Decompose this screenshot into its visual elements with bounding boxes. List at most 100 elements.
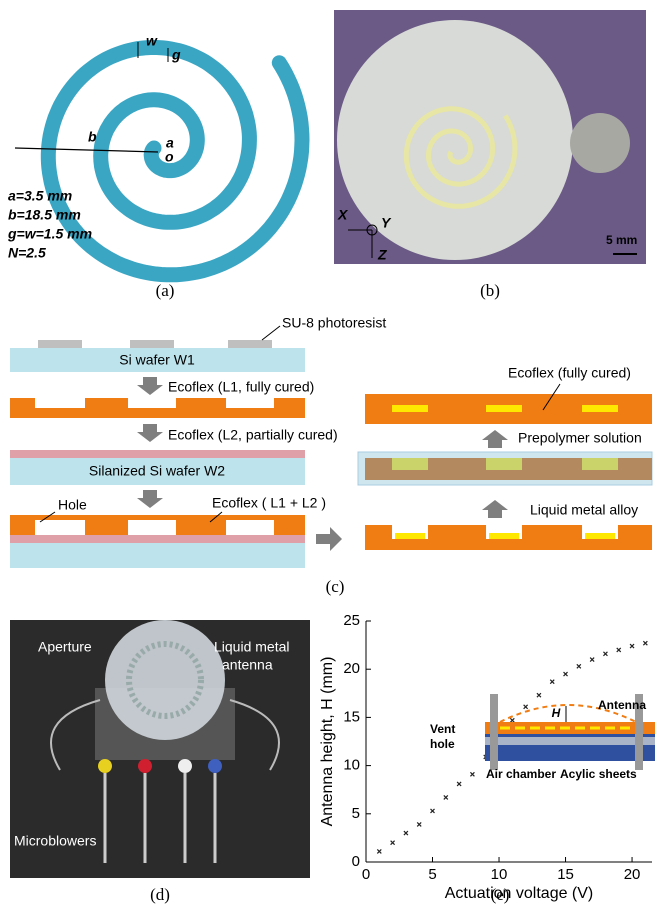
param: a=3.5 mm	[8, 188, 72, 204]
device	[105, 620, 225, 740]
label-g: g	[171, 47, 181, 63]
y-tick-label: 5	[352, 805, 360, 822]
point	[431, 809, 435, 813]
point	[577, 664, 581, 668]
label-b: b	[88, 129, 97, 145]
label-o: o	[165, 149, 174, 165]
hole	[128, 520, 176, 535]
x-tick-label: 10	[491, 866, 508, 883]
ecoflex-l2	[10, 535, 305, 543]
point	[617, 648, 621, 652]
point	[404, 831, 408, 835]
substrate	[337, 20, 573, 260]
point	[510, 718, 514, 722]
point	[457, 782, 461, 786]
inset-label: Antenna	[598, 698, 646, 712]
valve	[178, 759, 192, 773]
panel-label: (b)	[480, 281, 500, 300]
axis-label: X	[337, 207, 349, 223]
point	[550, 680, 554, 684]
point	[643, 641, 647, 645]
step-text: Liquid metal alloy	[530, 502, 638, 518]
y-tick-label: 10	[343, 757, 360, 774]
coin	[570, 113, 630, 173]
hole	[35, 520, 85, 535]
photoresist	[38, 340, 82, 348]
dimension-b	[15, 148, 158, 152]
y-tick-label: 25	[343, 612, 360, 629]
y-tick-label: 15	[343, 708, 360, 725]
wafer	[10, 543, 305, 568]
param: g=w=1.5 mm	[7, 226, 92, 242]
post	[490, 694, 498, 770]
param: b=18.5 mm	[8, 207, 81, 223]
panel-label: (c)	[326, 577, 345, 596]
panel-d: Aperture Liquid metal antenna Microblowe…	[10, 620, 310, 904]
point	[391, 841, 395, 845]
panel-label: (d)	[150, 885, 170, 904]
point	[524, 705, 528, 709]
inset-label: H	[552, 706, 561, 720]
metal	[486, 405, 522, 412]
step-text: Ecoflex (L2, partially cured)	[168, 427, 338, 443]
arrow	[137, 490, 163, 508]
inset-label: hole	[430, 737, 455, 751]
chamber-gap	[485, 737, 655, 745]
x-tick-label: 15	[557, 866, 574, 883]
leader	[262, 326, 280, 340]
channel	[226, 398, 274, 408]
point	[630, 644, 634, 648]
arrow	[482, 500, 508, 518]
metal-channel	[486, 458, 522, 470]
point	[537, 693, 541, 697]
step-text: Ecoflex (L1, fully cured)	[168, 379, 314, 395]
point	[377, 849, 381, 853]
annotation: Microblowers	[14, 833, 96, 849]
photoresist	[130, 340, 174, 348]
metal-channel	[582, 458, 618, 470]
label-w: w	[146, 33, 158, 49]
point	[417, 822, 421, 826]
arrow	[316, 527, 342, 551]
valve	[98, 759, 112, 773]
channel	[128, 398, 176, 408]
param: N=2.5	[8, 245, 46, 261]
arrow	[137, 424, 163, 442]
channel	[35, 398, 85, 408]
inset-label: Vent	[430, 722, 455, 736]
metal	[489, 533, 519, 539]
inset-label: Air chamber	[486, 767, 556, 781]
axis-label: Z	[377, 247, 387, 263]
y-tick-label: 0	[352, 853, 360, 870]
valve	[138, 759, 152, 773]
figure: w g b a o a=3.5 mm b=18.5 mm g=w=1.5 mm …	[0, 0, 655, 910]
photoresist	[228, 340, 272, 348]
annotation: antenna	[222, 657, 273, 673]
point	[564, 672, 568, 676]
step-text: SU-8 photoresist	[282, 315, 386, 331]
metal	[582, 405, 618, 412]
point	[470, 772, 474, 776]
y-tick-label: 20	[343, 660, 360, 677]
ecoflex-l2	[10, 450, 305, 458]
x-tick-label: 5	[428, 866, 436, 883]
metal-channel	[392, 458, 428, 470]
step-text: Silanized Si wafer W2	[89, 463, 225, 479]
panel-a: w g b a o a=3.5 mm b=18.5 mm g=w=1.5 mm …	[7, 33, 302, 300]
x-tick-label: 0	[362, 866, 370, 883]
panel-c: SU-8 photoresist Si wafer W1 Ecoflex (L1…	[10, 315, 652, 596]
panel-label: (a)	[156, 281, 175, 300]
point	[590, 658, 594, 662]
x-tick-label: 20	[624, 866, 641, 883]
step-text: Prepolymer solution	[518, 430, 642, 446]
metal	[395, 533, 425, 539]
annotation: Aperture	[38, 639, 92, 655]
step-text: Ecoflex (fully cured)	[508, 365, 631, 381]
metal	[585, 533, 615, 539]
annotation: Liquid metal	[214, 639, 290, 655]
hole	[226, 520, 274, 535]
y-axis-title: Antenna height, H (mm)	[319, 657, 336, 827]
step-text: Hole	[58, 497, 87, 513]
scale-label: 5 mm	[606, 233, 637, 247]
